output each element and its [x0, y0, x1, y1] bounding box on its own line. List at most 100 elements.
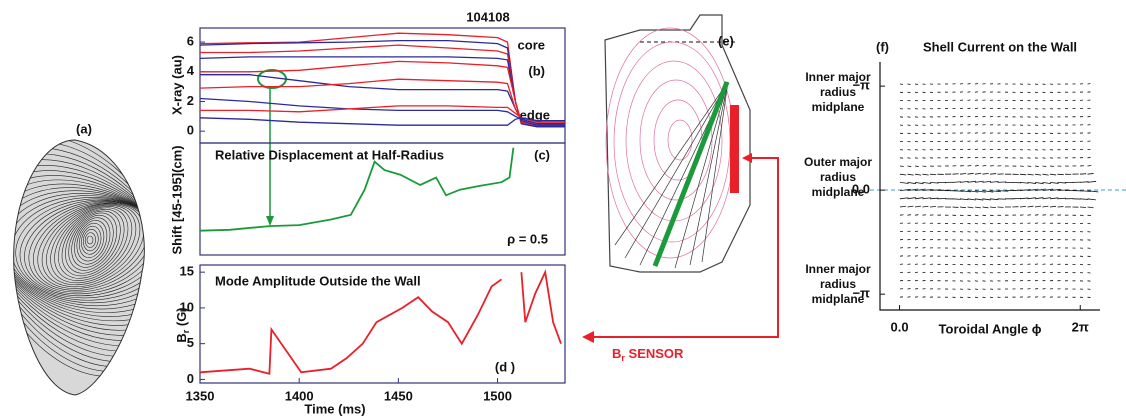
- vector-arrow: [1049, 182, 1059, 184]
- swirl-line: [19, 199, 145, 297]
- vector-arrow: [922, 173, 929, 176]
- y-axis-label-sub: r: [181, 329, 191, 333]
- vector-arrow: [1019, 189, 1031, 191]
- vector-arrow: [989, 198, 999, 201]
- vector-arrow: [907, 197, 916, 200]
- vector-arrow: [1042, 173, 1049, 176]
- chart-title: Mode Amplitude Outside the Wall: [215, 273, 421, 288]
- vector-arrow: [914, 197, 924, 200]
- y-tick-label: 0.0: [852, 182, 870, 197]
- vector-arrow: [899, 205, 906, 208]
- swirl-line: [13, 153, 145, 347]
- y-tick-label: 0: [187, 371, 194, 386]
- vector-arrow: [929, 189, 941, 191]
- vector-arrow: [1057, 182, 1067, 184]
- vector-arrow: [907, 173, 914, 176]
- swirl-line: [71, 214, 114, 268]
- swirl-line: [68, 212, 118, 271]
- y-tick-label: 2: [187, 93, 194, 108]
- vector-arrow: [907, 188, 919, 191]
- vector-arrow: [982, 180, 992, 183]
- swirl-line: [13, 193, 145, 307]
- vector-arrow: [1027, 197, 1036, 200]
- series-line: [199, 97, 565, 125]
- swirl-line: [83, 229, 99, 252]
- vector-arrow: [967, 165, 972, 167]
- vector-arrow: [922, 205, 929, 208]
- x-tick-label: 1400: [285, 388, 314, 403]
- vector-arrow: [974, 190, 986, 193]
- side-label: Inner major radius midplane: [805, 262, 871, 306]
- annotation: ρ = 0.5: [507, 231, 548, 246]
- vector-arrow: [1087, 198, 1096, 201]
- swirl-line: [28, 201, 145, 293]
- vector-arrow: [1019, 173, 1027, 176]
- vector-arrow: [907, 182, 917, 185]
- vector-arrow: [907, 214, 912, 216]
- vector-arrow: [1079, 173, 1087, 175]
- vector-arrow: [1087, 190, 1099, 193]
- vector-arrow: [1079, 198, 1089, 200]
- annotation: core: [518, 37, 545, 52]
- vector-arrow: [1027, 182, 1037, 184]
- vector-arrow: [914, 173, 922, 176]
- vector-arrow: [982, 172, 989, 175]
- vector-arrow: [967, 190, 979, 193]
- swirl-line: [50, 205, 137, 284]
- vector-arrow: [974, 206, 981, 209]
- swirl-line: [13, 164, 145, 336]
- x-axis-label: Toroidal Angle ϕ: [939, 321, 1042, 336]
- vector-arrow: [974, 165, 979, 167]
- swirl-line: [24, 200, 145, 295]
- plot-frame: [199, 264, 566, 384]
- side-label: Outer major radius midplane: [803, 155, 872, 199]
- vector-arrow: [922, 188, 934, 191]
- swirl-line: [58, 207, 129, 279]
- vector-arrow: [899, 188, 911, 191]
- y-axis-label: Shift [45-195](cm): [169, 145, 184, 254]
- vector-arrow: [1019, 206, 1026, 208]
- vessel-diagram: [582, 14, 779, 343]
- y-tick-label: 5: [187, 335, 194, 350]
- series-line: [200, 60, 565, 126]
- swirl-line: [13, 190, 145, 310]
- y-axis-label-main: B: [174, 333, 189, 342]
- vector-arrow: [899, 197, 909, 200]
- vector-arrow: [1034, 182, 1044, 185]
- vector-arrow: [907, 165, 912, 167]
- vector-arrow: [1049, 188, 1061, 191]
- vector-arrow: [989, 206, 996, 209]
- vector-arrow: [952, 190, 964, 192]
- vector-arrow: [989, 181, 999, 183]
- vector-arrow: [1019, 182, 1029, 184]
- vector-arrow: [967, 198, 976, 201]
- x-tick-label: 0.0: [891, 319, 909, 334]
- swirl-line: [81, 225, 102, 255]
- swirl-line: [84, 232, 96, 248]
- vector-arrow: [1034, 197, 1044, 200]
- chart-title: Shell Current on the Wall: [923, 39, 1077, 54]
- swirl-line: [76, 220, 108, 262]
- annotation: (d ): [495, 359, 515, 374]
- vector-arrow: [974, 214, 979, 217]
- vector-arrow: [1079, 181, 1089, 183]
- swirl-line: [13, 195, 145, 304]
- series-line: [199, 147, 515, 232]
- arrow-head: [266, 216, 274, 226]
- vector-arrow: [1034, 165, 1039, 167]
- vector-arrow: [974, 172, 982, 175]
- vector-arrow: [1034, 214, 1039, 216]
- vector-arrow: [1027, 205, 1034, 208]
- vector-arrow: [914, 205, 921, 208]
- vector-arrow: [929, 206, 936, 208]
- vector-arrow: [1057, 189, 1069, 191]
- swirl-line: [61, 209, 125, 277]
- vector-arrow: [1042, 165, 1047, 167]
- vector-arrow: [982, 165, 987, 167]
- panel-label: (a): [76, 121, 92, 136]
- plot-frame: [199, 142, 566, 256]
- vector-arrow: [922, 182, 932, 184]
- vector-arrow: [1042, 188, 1054, 191]
